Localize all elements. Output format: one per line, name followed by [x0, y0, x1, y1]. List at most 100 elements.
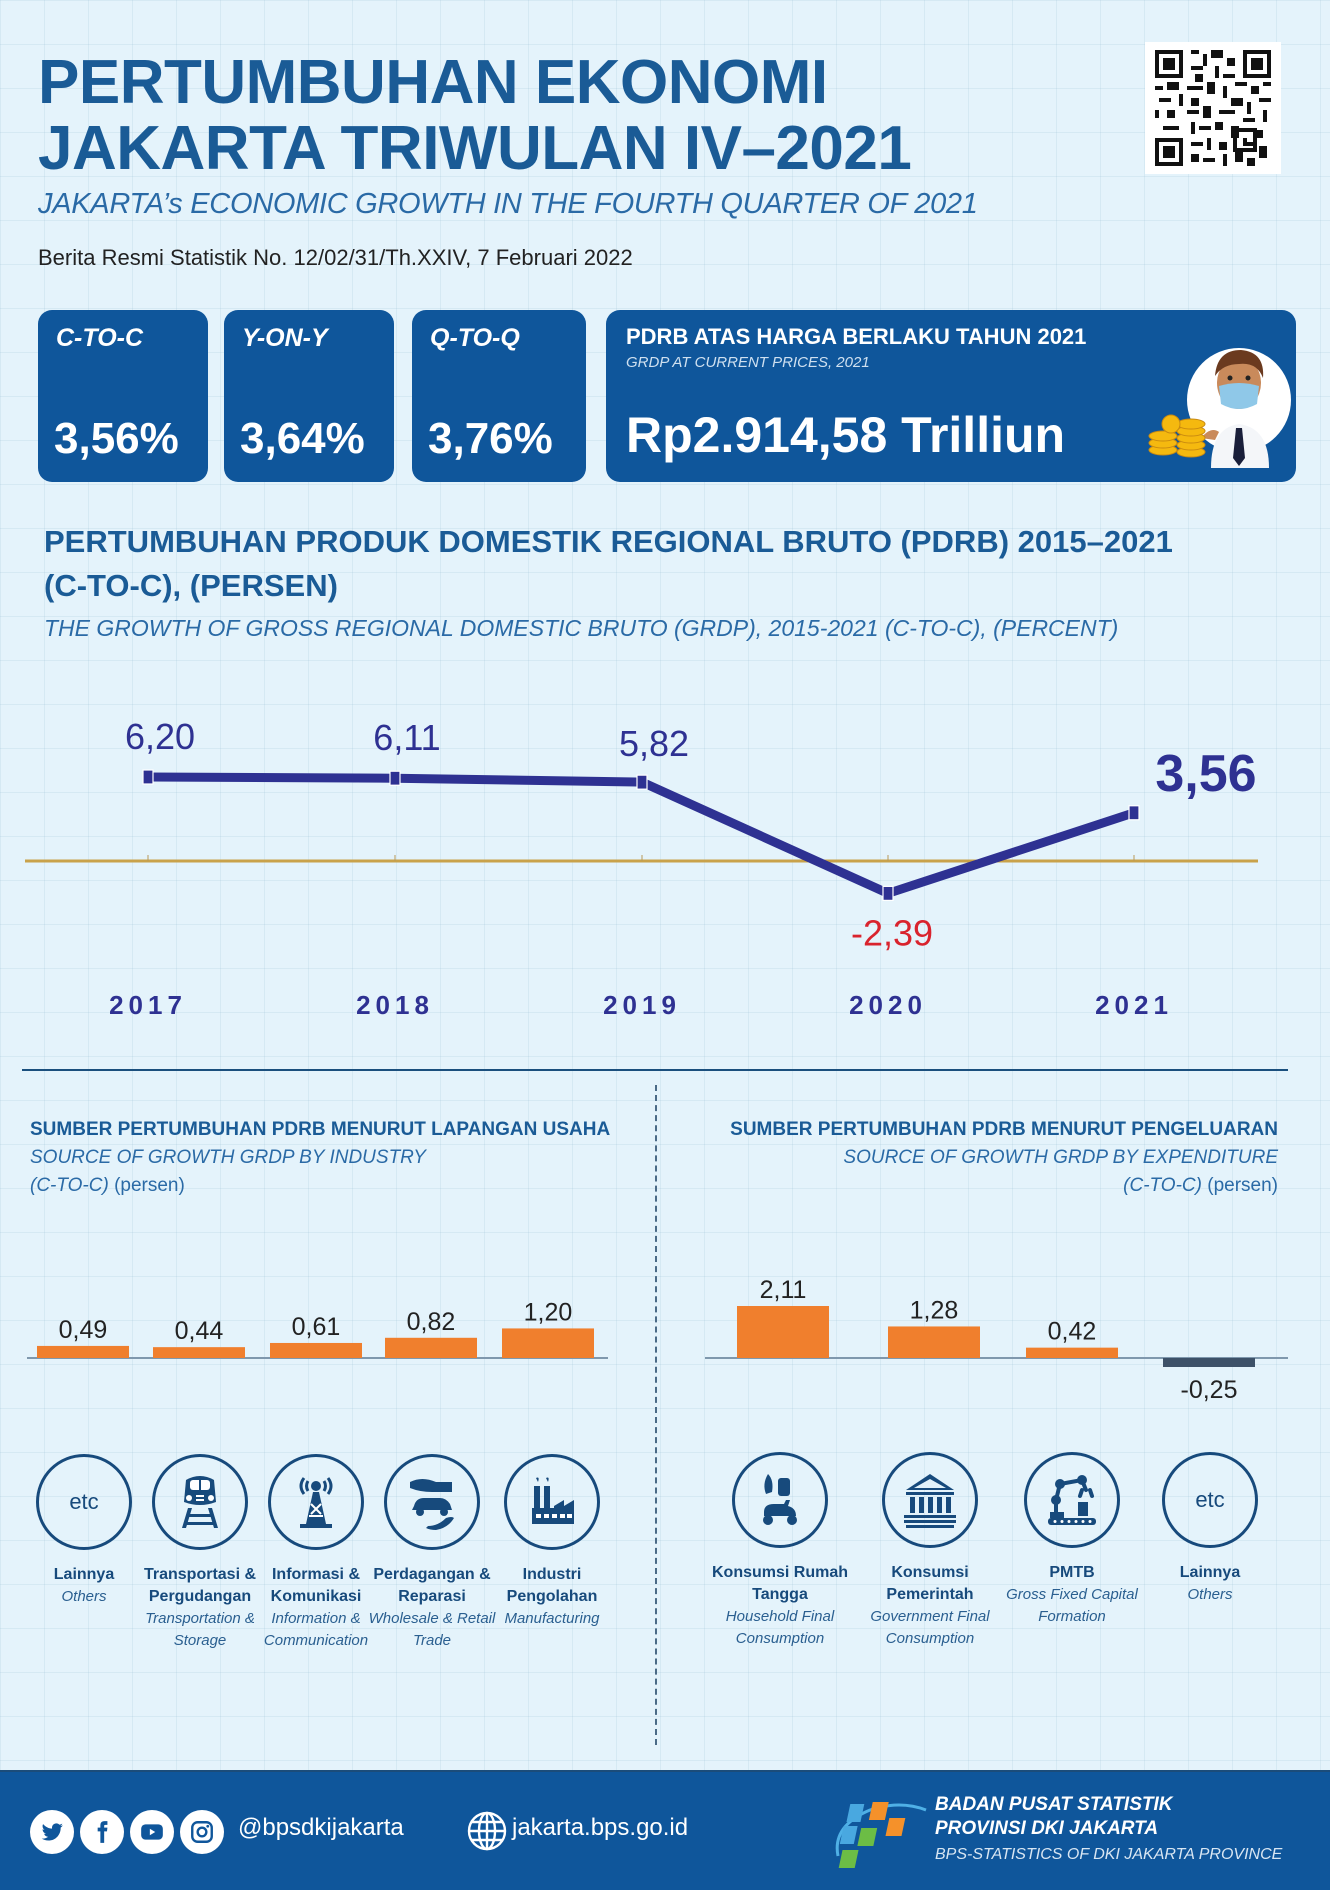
stat-value: 3,76%	[428, 414, 553, 463]
stat-value: 3,56%	[54, 414, 179, 463]
svg-text:0,82: 0,82	[407, 1308, 456, 1336]
category-name: Lainnya	[1179, 1564, 1241, 1581]
grdp-growth-line-chart: 6,20 6,11 5,82 -2,39 3,56 2017 2018 2019 2020 202…	[0, 680, 1330, 1040]
businessman-with-coins-icon	[1141, 328, 1291, 478]
household-scooter-icon	[732, 1452, 828, 1548]
pdrb-subtitle: GRDP AT CURRENT PRICES, 2021	[626, 354, 870, 371]
website-link[interactable]: jakarta.bps.go.id	[512, 1814, 689, 1841]
category-name: Konsumsi Pemerintah	[886, 1564, 974, 1603]
category-name: Konsumsi Rumah Tangga	[711, 1564, 848, 1603]
stat-card-yony: Y-ON-Y 3,64%	[224, 310, 394, 482]
expenditure-unit-italic: (C-TO-C)	[1123, 1175, 1202, 1196]
category-name: Industri Pengolahan	[506, 1566, 598, 1605]
footer: @bpsdkijakarta jakarta.bps.go.id BADAN P…	[0, 1770, 1330, 1890]
car-trade-icon	[384, 1454, 480, 1550]
etc-icon-text: etc	[1195, 1487, 1225, 1512]
growth-section-subtitle: THE GROWTH OF GROSS REGIONAL DOMESTIC BR…	[44, 615, 1119, 641]
social-handle[interactable]: @bpsdkijakarta	[238, 1814, 404, 1841]
etc-icon-text: etc	[69, 1489, 99, 1514]
org-name-line-1: BADAN PUSAT STATISTIK	[935, 1794, 1173, 1815]
stat-value: 3,64%	[240, 414, 365, 463]
stat-card-qtoq: Q-TO-Q 3,76%	[412, 310, 586, 482]
svg-text:6,20: 6,20	[125, 716, 195, 757]
svg-text:2021: 2021	[1095, 990, 1173, 1020]
industry-category-trade: Perdagangan & Reparasi Wholesale & Retai…	[362, 1454, 502, 1652]
svg-text:5,82: 5,82	[619, 723, 689, 764]
page-title: PERTUMBUHAN EKONOMI JAKARTA TRIWULAN IV–…	[38, 48, 912, 183]
svg-text:3,56: 3,56	[1155, 745, 1256, 803]
svg-text:-2,39: -2,39	[851, 912, 933, 953]
category-name-en: Wholesale & Retail Trade	[368, 1610, 496, 1649]
expenditure-category-gfcf: PMTB Gross Fixed Capital Formation	[1002, 1452, 1142, 1628]
svg-text:2017: 2017	[109, 990, 187, 1020]
etc-icon: etc	[1162, 1452, 1258, 1548]
industry-category-others: etc Lainnya Others	[14, 1454, 154, 1608]
etc-icon: etc	[36, 1454, 132, 1550]
title-line-2: JAKARTA TRIWULAN IV–2021	[38, 114, 912, 183]
section-title-line-2: (C-TO-C), (PERSEN)	[44, 568, 338, 603]
svg-text:2018: 2018	[356, 990, 434, 1020]
industry-category-manufacturing: Industri Pengolahan Manufacturing	[482, 1454, 622, 1630]
bps-logo-icon	[830, 1796, 930, 1876]
radio-tower-icon	[268, 1454, 364, 1550]
svg-text:2020: 2020	[849, 990, 927, 1020]
svg-text:2,11: 2,11	[760, 1276, 807, 1304]
instagram-icon[interactable]	[180, 1810, 224, 1854]
svg-text:1,28: 1,28	[910, 1296, 959, 1324]
pdrb-value: Rp2.914,58 Trilliun	[626, 407, 1066, 463]
press-release-reference: Berita Resmi Statistik No. 12/02/31/Th.X…	[38, 245, 633, 270]
expenditure-title: SUMBER PERTUMBUHAN PDRB MENURUT PENGELUA…	[730, 1119, 1278, 1140]
category-name: Transportasi & Pergudangan	[143, 1566, 257, 1605]
svg-text:0,49: 0,49	[59, 1316, 108, 1344]
globe-icon	[466, 1810, 508, 1852]
government-building-icon	[882, 1452, 978, 1548]
industry-header: SUMBER PERTUMBUHAN PDRB MENURUT LAPANGAN…	[30, 1116, 610, 1200]
industry-unit: (persen)	[108, 1175, 185, 1196]
stat-label: C-TO-C	[56, 324, 144, 352]
industry-category-transport: Transportasi & Pergudangan Transportatio…	[130, 1454, 270, 1652]
qr-code-icon[interactable]	[1145, 42, 1281, 174]
facebook-icon[interactable]	[80, 1810, 124, 1854]
pdrb-title: PDRB ATAS HARGA BERLAKU TAHUN 2021	[626, 324, 1087, 349]
page-subtitle-en: JAKARTA’s ECONOMIC GROWTH IN THE FOURTH …	[38, 188, 978, 220]
category-name-en: Household Final Consumption	[725, 1608, 835, 1647]
expenditure-category-household: Konsumsi Rumah Tangga Household Final Co…	[710, 1452, 850, 1650]
category-name-en: Gross Fixed Capital Formation	[1006, 1586, 1138, 1625]
twitter-icon[interactable]	[30, 1810, 74, 1854]
robot-arm-icon	[1024, 1452, 1120, 1548]
pdrb-card: PDRB ATAS HARGA BERLAKU TAHUN 2021 GRDP …	[606, 310, 1296, 482]
title-line-1: PERTUMBUHAN EKONOMI	[38, 48, 828, 117]
train-icon	[152, 1454, 248, 1550]
org-name-line-2: PROVINSI DKI JAKARTA	[935, 1818, 1159, 1839]
industry-title: SUMBER PERTUMBUHAN PDRB MENURUT LAPANGAN…	[30, 1119, 611, 1140]
category-name: Perdagangan & Reparasi	[373, 1566, 491, 1605]
svg-text:1,20: 1,20	[524, 1298, 573, 1326]
category-name-en: Transportation & Storage	[145, 1610, 255, 1649]
category-name-en: Others	[1187, 1586, 1233, 1603]
source-of-growth-bar-charts: 0,49 0,44 0,61 0,82 1,20 2,11 1,28 0,42 -0,25	[0, 1260, 1330, 1410]
youtube-icon[interactable]	[130, 1810, 174, 1854]
column-divider	[655, 1085, 657, 1745]
stat-card-ctoc: C-TO-C 3,56%	[38, 310, 208, 482]
expenditure-category-others: etc Lainnya Others	[1140, 1452, 1280, 1606]
category-name-en: Government Final Consumption	[870, 1608, 990, 1647]
industry-unit-italic: (C-TO-C)	[30, 1175, 109, 1196]
section-title-line-1: PERTUMBUHAN PRODUK DOMESTIK REGIONAL BRU…	[44, 524, 1173, 559]
category-name-en: Manufacturing	[504, 1610, 600, 1627]
svg-text:2019: 2019	[603, 990, 681, 1020]
expenditure-subtitle: SOURCE OF GROWTH GRDP BY EXPENDITURE	[843, 1147, 1278, 1168]
category-name: PMTB	[1049, 1564, 1095, 1581]
expenditure-header: SUMBER PERTUMBUHAN PDRB MENURUT PENGELUA…	[730, 1116, 1278, 1200]
industry-subtitle: SOURCE OF GROWTH GRDP BY INDUSTRY	[30, 1147, 426, 1168]
stat-label: Q-TO-Q	[430, 324, 520, 352]
svg-text:0,44: 0,44	[175, 1317, 224, 1345]
svg-text:-0,25: -0,25	[1181, 1376, 1238, 1404]
category-name: Lainnya	[53, 1566, 115, 1583]
factory-icon	[504, 1454, 600, 1550]
industry-category-infocomm: Informasi & Komunikasi Information & Com…	[246, 1454, 386, 1652]
expenditure-category-government: Konsumsi Pemerintah Government Final Con…	[860, 1452, 1000, 1650]
svg-text:0,61: 0,61	[292, 1313, 341, 1341]
expenditure-unit: (persen)	[1201, 1175, 1278, 1196]
svg-text:6,11: 6,11	[373, 717, 440, 758]
stat-label: Y-ON-Y	[242, 324, 328, 352]
